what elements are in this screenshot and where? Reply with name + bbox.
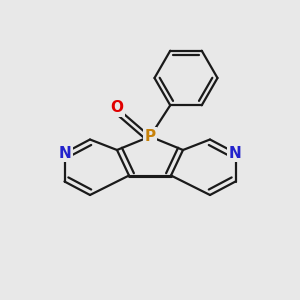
Text: P: P [144, 129, 156, 144]
Text: N: N [229, 146, 242, 160]
Text: O: O [110, 100, 124, 116]
Text: N: N [58, 146, 71, 160]
